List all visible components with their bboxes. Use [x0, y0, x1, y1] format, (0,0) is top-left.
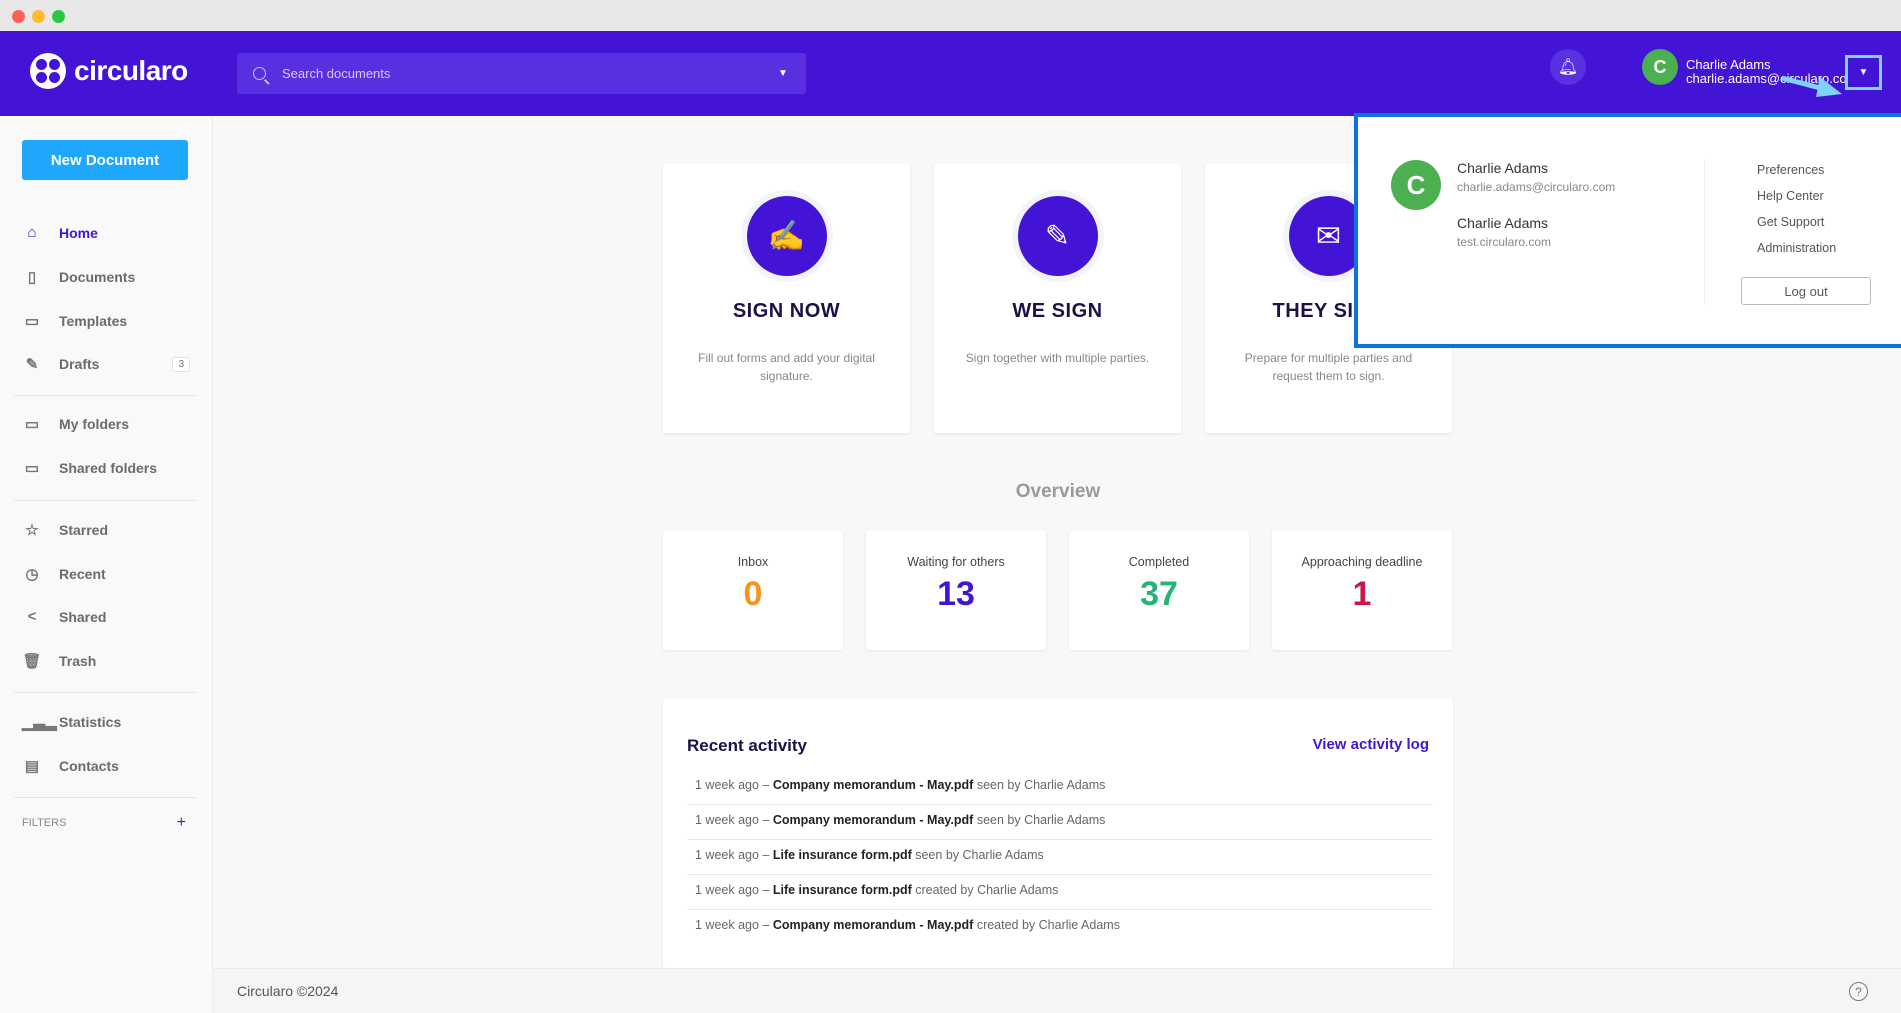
sidebar-divider	[14, 500, 196, 501]
top-header: circularo ▼ 🔔︎ C Charlie Adams charlie.a…	[0, 31, 1901, 116]
menu-avatar: C	[1391, 160, 1441, 210]
filters-section: FILTERS +	[22, 814, 186, 831]
account-item[interactable]: Charlie Adams charlie.adams@circularo.com	[1457, 160, 1616, 194]
signature-icon: ✍	[746, 196, 827, 276]
window-titlebar	[0, 0, 1901, 31]
star-icon: ☆	[25, 522, 39, 539]
sidebar-item-documents[interactable]: ▯ Documents	[22, 268, 190, 286]
sidebar-item-my-folders[interactable]: ▭ My folders	[22, 415, 190, 433]
template-icon: ▭	[24, 313, 40, 330]
add-filter-button[interactable]: +	[176, 814, 186, 831]
sidebar-item-starred[interactable]: ☆ Starred	[22, 521, 190, 539]
search-input[interactable]	[282, 66, 760, 81]
user-dropdown-menu: C Charlie Adams charlie.adams@circularo.c…	[1354, 113, 1901, 348]
account-item[interactable]: Charlie Adams test.circularo.com	[1457, 215, 1552, 249]
sidebar-divider	[14, 395, 196, 396]
sidebar-divider	[14, 797, 196, 798]
copyright: Circularo ©2024	[237, 983, 339, 999]
we-sign-card[interactable]: ✎ WE SIGN Sign together with multiple pa…	[934, 164, 1181, 433]
sidebar-item-home[interactable]: ⌂ Home	[22, 224, 190, 241]
recent-activity-title: Recent activity	[687, 736, 807, 755]
close-window-button[interactable]	[12, 10, 25, 23]
activity-row[interactable]: 1 week ago – Life insurance form.pdf cre…	[687, 875, 1433, 910]
recent-activity-card: Recent activity View activity log 1 week…	[663, 698, 1453, 968]
annotation-arrow-icon	[1781, 75, 1842, 97]
logout-button[interactable]: Log out	[1741, 277, 1871, 305]
maximize-window-button[interactable]	[52, 10, 65, 23]
edit-icon: ✎	[25, 356, 39, 373]
clock-icon: ◷	[25, 566, 39, 583]
sidebar-item-templates[interactable]: ▭ Templates	[22, 312, 190, 330]
overview-heading: Overview	[1015, 481, 1101, 502]
view-activity-log-link[interactable]: View activity log	[1312, 736, 1429, 753]
contact-card-icon: ▤	[24, 758, 40, 775]
trash-icon: 🗑︎	[22, 653, 42, 670]
brand-logo[interactable]: circularo	[30, 53, 188, 89]
document-signing-icon: ✎	[1017, 196, 1098, 276]
sidebar-item-statistics[interactable]: ▁▃▂ Statistics	[22, 714, 122, 731]
menu-item-administration[interactable]: Administration	[1757, 241, 1837, 255]
drafts-count-badge: 3	[172, 356, 190, 372]
brand-name: circularo	[74, 55, 188, 86]
search-icon	[253, 67, 266, 80]
user-menu-toggle[interactable]: ▼	[1845, 55, 1882, 90]
folder-icon: ▭	[24, 416, 40, 433]
activity-row[interactable]: 1 week ago – Company memorandum - May.pd…	[687, 770, 1433, 805]
activity-row[interactable]: 1 week ago – Company memorandum - May.pd…	[695, 918, 1120, 932]
stat-waiting[interactable]: Waiting for others 13	[866, 530, 1046, 650]
menu-item-get-support[interactable]: Get Support	[1757, 215, 1825, 229]
sidebar-item-drafts[interactable]: ✎ Drafts 3	[22, 355, 190, 373]
help-icon[interactable]: ?	[1849, 982, 1868, 1001]
circularo-logo-icon	[30, 53, 66, 89]
share-icon: <	[27, 608, 37, 625]
stat-inbox[interactable]: Inbox 0	[663, 530, 843, 650]
activity-row[interactable]: 1 week ago – Company memorandum - May.pd…	[687, 805, 1433, 840]
notifications-bell-icon[interactable]: 🔔︎	[1550, 49, 1586, 85]
menu-divider	[1704, 159, 1705, 305]
sidebar-item-shared[interactable]: < Shared	[22, 608, 190, 625]
sidebar-divider	[14, 692, 196, 693]
home-icon: ⌂	[27, 224, 37, 241]
sign-now-card[interactable]: ✍ SIGN NOW Fill out forms and add your d…	[663, 164, 910, 433]
menu-item-preferences[interactable]: Preferences	[1757, 163, 1825, 177]
stat-deadline[interactable]: Approaching deadline 1	[1272, 530, 1452, 650]
new-document-button[interactable]: New Document	[22, 140, 188, 180]
shared-folder-icon: ▭	[24, 460, 40, 477]
footer: Circularo ©2024 ?	[213, 968, 1901, 1013]
user-name: Charlie Adams	[1686, 58, 1771, 72]
search-bar: ▼	[237, 53, 806, 94]
sidebar: New Document ⌂ Home ▯ Documents ▭ Templates…	[0, 116, 213, 1013]
document-icon: ▯	[27, 269, 37, 286]
sidebar-item-shared-folders[interactable]: ▭ Shared folders	[22, 459, 190, 477]
activity-row[interactable]: 1 week ago – Life insurance form.pdf see…	[687, 840, 1433, 875]
sidebar-item-recent[interactable]: ◷ Recent	[22, 565, 190, 583]
stat-completed[interactable]: Completed 37	[1069, 530, 1249, 650]
sidebar-item-contacts[interactable]: ▤ Contacts	[22, 757, 190, 775]
minimize-window-button[interactable]	[32, 10, 45, 23]
menu-item-help-center[interactable]: Help Center	[1757, 189, 1824, 203]
sidebar-item-trash[interactable]: 🗑︎ Trash	[22, 653, 97, 670]
search-options-dropdown[interactable]: ▼	[778, 68, 788, 79]
chart-icon: ▁▃▂	[22, 714, 57, 731]
user-avatar[interactable]: C	[1642, 49, 1678, 85]
